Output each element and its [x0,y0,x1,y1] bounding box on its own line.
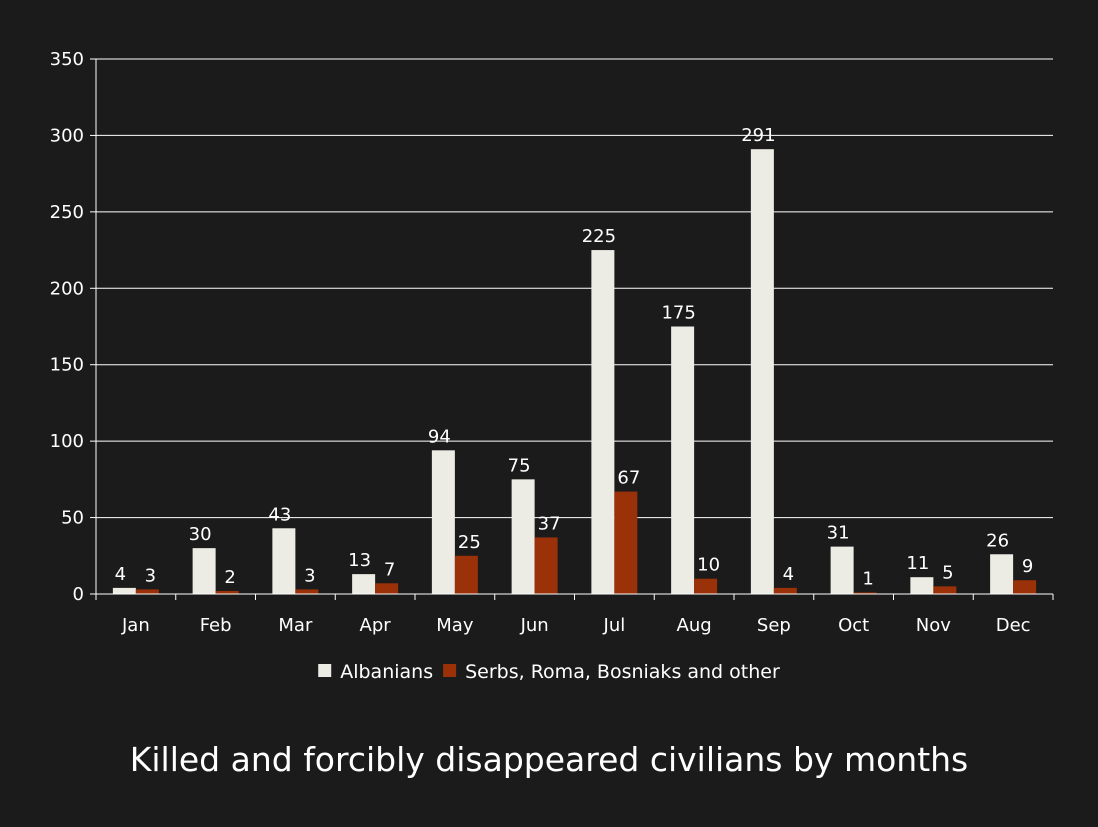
x-tick-label: Dec [996,615,1031,636]
axes [90,58,1054,600]
legend-swatch [443,664,457,677]
data-label: 2 [224,567,235,588]
bar-albanians [272,528,296,594]
x-axis-tick-labels: Jan Feb Mar Apr May Jun Jul Aug Sep Oct Nov Dec [121,615,1031,636]
x-tick-label: Mar [278,615,313,636]
bar-albanians [830,546,854,594]
y-tick-label: 300 [50,125,84,146]
y-tick-label: 100 [50,431,84,452]
data-label: 7 [384,559,395,580]
y-axis-tick-labels: 0 50 100 150 200 250 300 350 [50,49,84,605]
data-label: 4 [115,564,126,585]
data-label: 175 [661,303,695,324]
bar-serbs-roma-bosniaks-other [375,583,399,594]
data-label: 225 [582,226,616,247]
bar-serbs-roma-bosniaks-other [295,589,319,594]
data-label: 3 [145,565,156,586]
data-label: 5 [942,562,953,583]
bars [112,149,1037,595]
bar-albanians [990,554,1014,594]
bar-albanians [112,587,136,594]
x-tick-label: May [436,615,474,636]
bar-serbs-roma-bosniaks-other [1013,580,1037,594]
legend-label: Albanians [340,661,433,683]
x-tick-label: Jan [121,615,150,636]
y-tick-label: 0 [73,584,84,605]
x-tick-label: Jul [603,615,626,636]
bar-albanians [591,250,615,595]
bar-serbs-roma-bosniaks-other [773,587,797,594]
data-label: 4 [783,564,794,585]
bar-serbs-roma-bosniaks-other [614,491,638,594]
y-tick-label: 350 [50,49,84,70]
bar-albanians [910,577,934,594]
data-label: 3 [304,565,315,586]
bar-serbs-roma-bosniaks-other [694,578,718,594]
data-label: 11 [906,553,929,574]
bar-albanians [511,479,535,594]
data-label: 25 [458,532,481,553]
data-label: 67 [617,468,640,489]
bar-albanians [352,574,376,594]
x-tick-label: Nov [916,615,951,636]
x-tick-label: Aug [677,615,712,636]
x-tick-label: Feb [200,615,232,636]
data-label: 30 [189,524,212,545]
bar-serbs-roma-bosniaks-other [135,589,159,594]
bar-serbs-roma-bosniaks-other [853,592,877,594]
bar-serbs-roma-bosniaks-other [215,590,239,594]
bar-serbs-roma-bosniaks-other [454,555,478,594]
x-tick-label: Oct [838,615,869,636]
bar-albanians [671,326,695,594]
y-tick-label: 150 [50,355,84,376]
x-tick-label: Jun [520,615,549,636]
data-label: 291 [741,125,775,146]
chart-title: Killed and forcibly disappeared civilian… [129,740,969,779]
data-label: 31 [827,523,850,544]
bar-serbs-roma-bosniaks-other [534,537,558,594]
data-label: 94 [428,426,451,447]
data-label: 9 [1022,556,1033,577]
data-label: 13 [348,550,371,571]
data-label: 43 [268,504,291,525]
data-label: 1 [862,568,873,589]
bar-serbs-roma-bosniaks-other [933,586,957,594]
y-tick-label: 250 [50,202,84,223]
legend: Albanians Serbs, Roma, Bosniaks and other [318,661,780,683]
data-label: 10 [697,555,720,576]
data-label: 37 [538,513,561,534]
bar-albanians [431,450,455,594]
data-label: 75 [508,455,531,476]
legend-swatch [318,664,332,677]
bar-albanians [750,149,774,594]
data-label: 26 [986,530,1009,551]
x-tick-label: Apr [360,615,392,636]
y-tick-label: 50 [61,508,84,529]
legend-label: Serbs, Roma, Bosniaks and other [465,661,780,683]
bar-albanians [192,548,216,594]
y-tick-label: 200 [50,278,84,299]
x-tick-label: Sep [757,615,791,636]
gridlines [96,58,1053,519]
